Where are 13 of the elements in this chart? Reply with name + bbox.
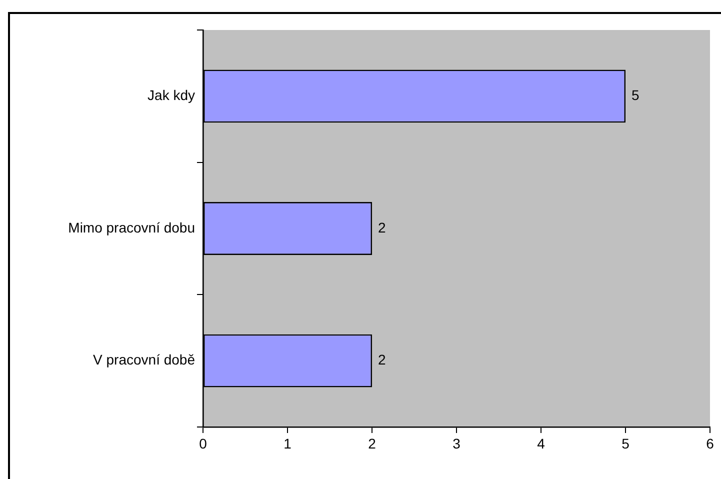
x-tick-label: 5	[622, 435, 630, 452]
y-tick-label: V pracovní době	[93, 352, 196, 368]
x-tick-label: 2	[368, 435, 376, 452]
data-label: 5	[632, 87, 640, 104]
y-tick-label: Jak kdy	[148, 87, 195, 104]
x-tick-label: 3	[452, 435, 461, 452]
x-tick-label: 0	[199, 435, 208, 452]
x-tick-label: 1	[284, 435, 292, 452]
data-label: 2	[378, 219, 386, 236]
x-tick-label: 4	[537, 435, 546, 452]
x-tick-label: 6	[706, 435, 714, 452]
data-label: 2	[378, 352, 386, 368]
y-tick-label: Mimo pracovní dobu	[68, 219, 195, 236]
